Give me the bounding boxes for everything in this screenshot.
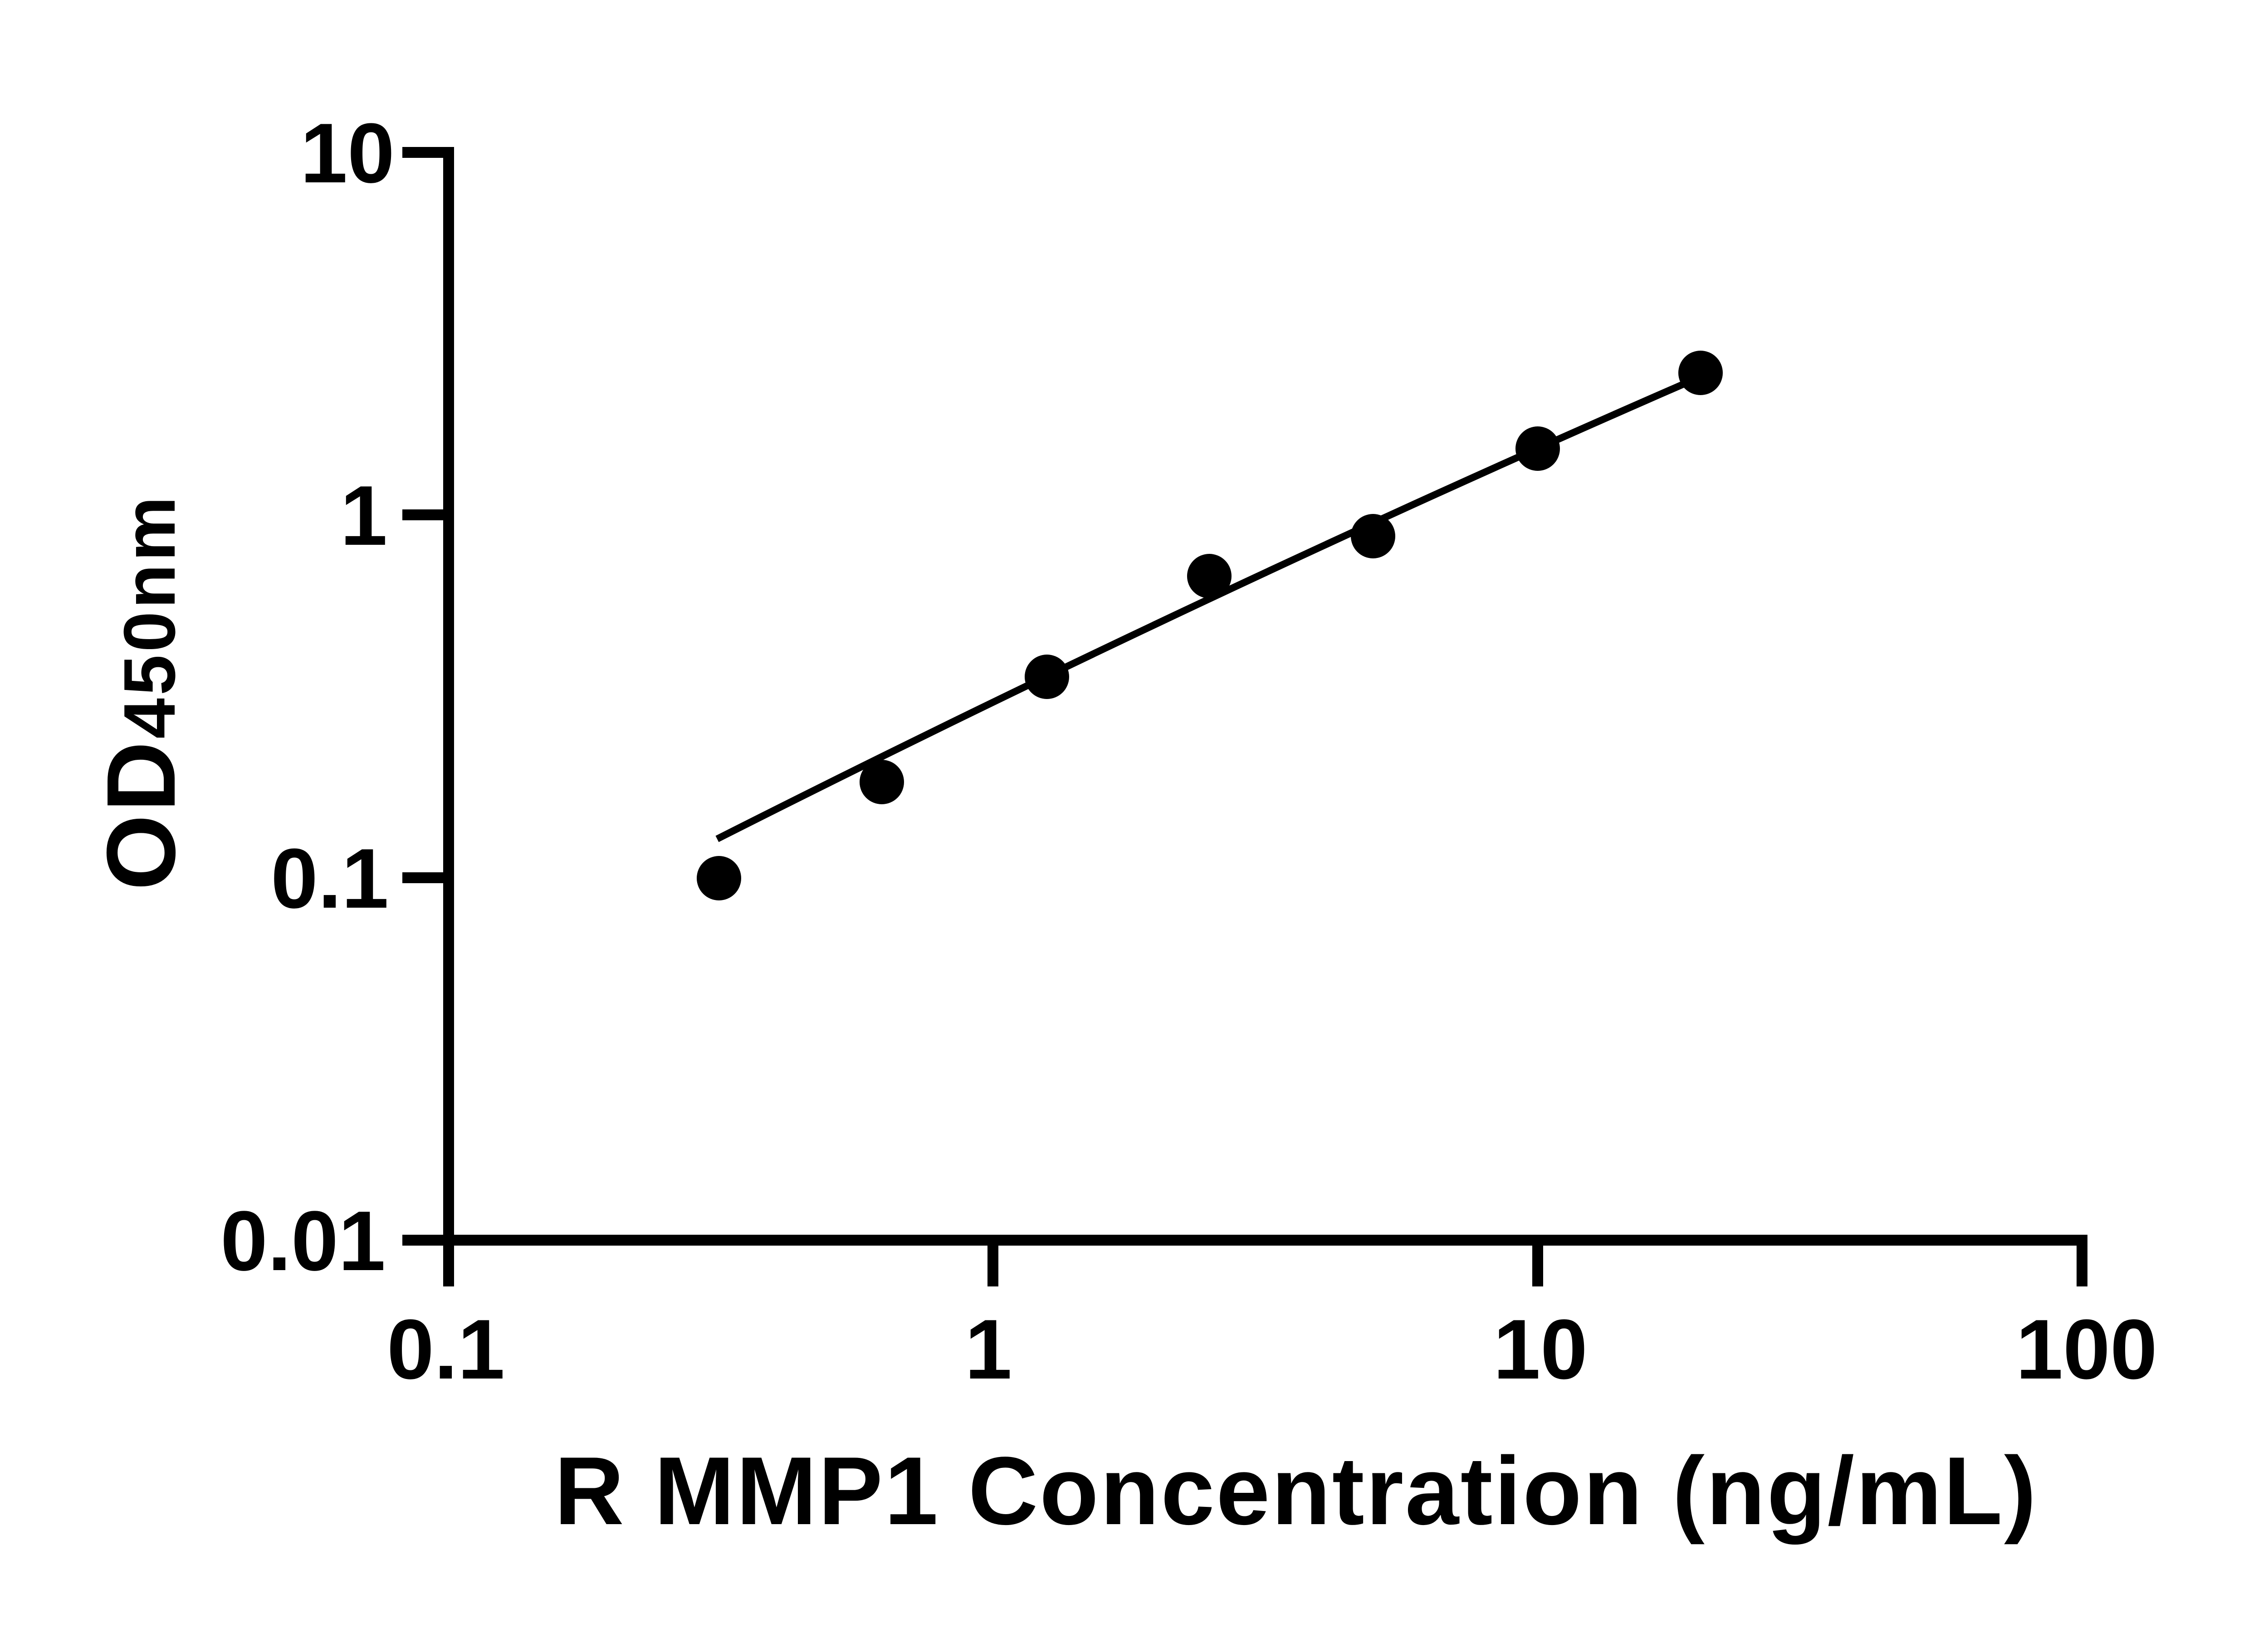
svg-text:100: 100 [2016,1302,2157,1397]
svg-text:10: 10 [300,106,395,200]
svg-text:0.1: 0.1 [387,1302,505,1397]
svg-text:OD450nm: OD450nm [86,494,196,890]
svg-text:10: 10 [1493,1302,1588,1397]
svg-text:R MMP1 Concentration (ng/mL): R MMP1 Concentration (ng/mL) [554,1437,2038,1545]
svg-text:0.1: 0.1 [271,831,389,926]
svg-text:0.01: 0.01 [220,1193,386,1288]
svg-text:1: 1 [965,1302,1012,1397]
svg-text:1: 1 [340,468,387,563]
